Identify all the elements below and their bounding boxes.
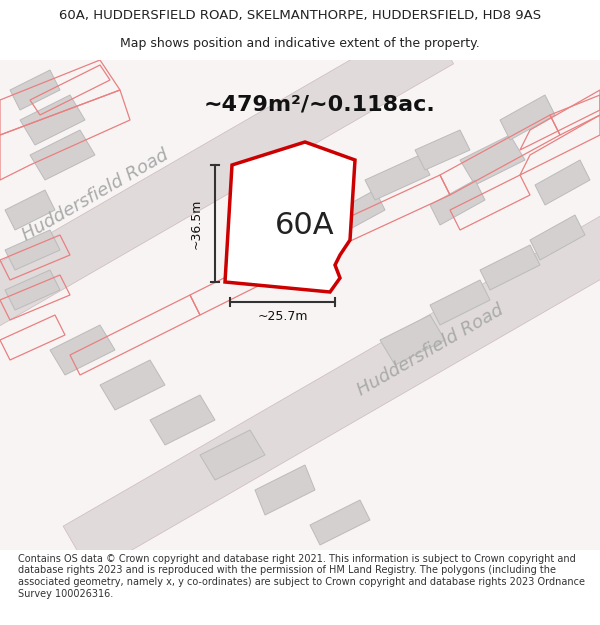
Polygon shape [460,135,525,185]
Text: 60A: 60A [275,211,335,239]
Text: 60A, HUDDERSFIELD ROAD, SKELMANTHORPE, HUDDERSFIELD, HD8 9AS: 60A, HUDDERSFIELD ROAD, SKELMANTHORPE, H… [59,9,541,21]
Text: ~479m²/~0.118ac.: ~479m²/~0.118ac. [204,95,436,115]
Polygon shape [150,395,215,445]
Polygon shape [310,500,370,545]
Polygon shape [380,315,445,365]
Polygon shape [255,465,315,515]
Polygon shape [30,130,95,180]
Polygon shape [0,16,454,364]
Polygon shape [10,70,60,110]
Polygon shape [20,95,85,145]
Text: Map shows position and indicative extent of the property.: Map shows position and indicative extent… [120,37,480,50]
Text: Huddersfield Road: Huddersfield Road [353,301,506,399]
Polygon shape [500,95,555,140]
Polygon shape [5,190,55,230]
Polygon shape [50,325,115,375]
Polygon shape [480,245,540,290]
Text: ~36.5m: ~36.5m [190,198,203,249]
Polygon shape [415,130,470,170]
Polygon shape [225,142,355,292]
Text: ~25.7m: ~25.7m [257,309,308,322]
Polygon shape [200,430,265,480]
Polygon shape [430,180,485,225]
Polygon shape [63,176,600,574]
Polygon shape [430,280,490,325]
Polygon shape [320,190,385,240]
Polygon shape [5,270,60,310]
Polygon shape [365,155,430,200]
Polygon shape [5,230,60,270]
Text: Huddersfield Road: Huddersfield Road [19,146,172,244]
Polygon shape [530,215,585,260]
Polygon shape [100,360,165,410]
Text: Contains OS data © Crown copyright and database right 2021. This information is : Contains OS data © Crown copyright and d… [18,554,585,599]
Polygon shape [535,160,590,205]
